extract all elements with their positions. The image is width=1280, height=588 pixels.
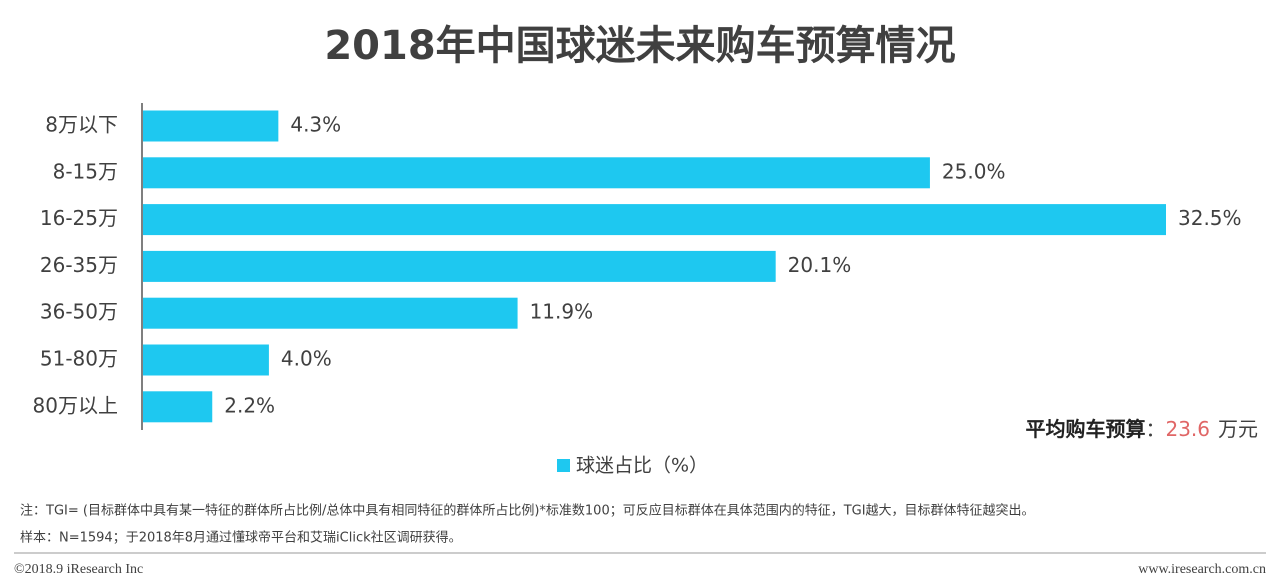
data-label: 25.0% [942, 159, 1006, 183]
data-label: 32.5% [1178, 206, 1242, 230]
y-tick-label: 80万以上 [33, 393, 118, 417]
annotation-separator: ： [1145, 417, 1165, 441]
bar [143, 391, 213, 423]
annotation-value: 23.6 [1165, 417, 1210, 441]
annotation-label: 平均购车预算 [1025, 417, 1145, 441]
data-label: 2.2% [224, 393, 275, 417]
note: 注：TGI= (目标群体中具有某一特征的群体所占比例/总体中具有相同特征的群体所… [20, 503, 1035, 519]
chart-title: 2018年中国球迷未来购车预算情况 [324, 23, 955, 69]
y-tick-label: 51-80万 [40, 347, 118, 371]
y-tick-label: 8万以下 [45, 113, 118, 137]
y-tick-label: 36-50万 [40, 300, 118, 324]
note: 样本：N=1594；于2018年8月通过懂球帝平台和艾瑞iClick社区调研获得… [20, 530, 462, 546]
bar [143, 344, 269, 376]
annotation-unit: 万元 [1218, 417, 1258, 441]
footer-right: www.iresearch.com.cn [1138, 562, 1266, 577]
bar [143, 157, 930, 189]
legend-swatch [557, 459, 570, 472]
bar [143, 204, 1166, 236]
annotation: 平均购车预算：23.6 万元 [1025, 417, 1258, 441]
data-label: 20.1% [788, 253, 852, 277]
y-tick-label: 8-15万 [53, 159, 118, 183]
data-label: 4.3% [290, 113, 341, 137]
y-tick-label: 26-35万 [40, 253, 118, 277]
data-label: 4.0% [281, 347, 332, 371]
y-tick-label: 16-25万 [40, 206, 118, 230]
legend-label: 球迷占比（%） [576, 455, 708, 477]
bar [143, 110, 279, 142]
data-label: 11.9% [530, 300, 594, 324]
bar [143, 250, 776, 282]
footer-left: ©2018.9 iResearch Inc [14, 562, 143, 577]
bar [143, 297, 518, 329]
